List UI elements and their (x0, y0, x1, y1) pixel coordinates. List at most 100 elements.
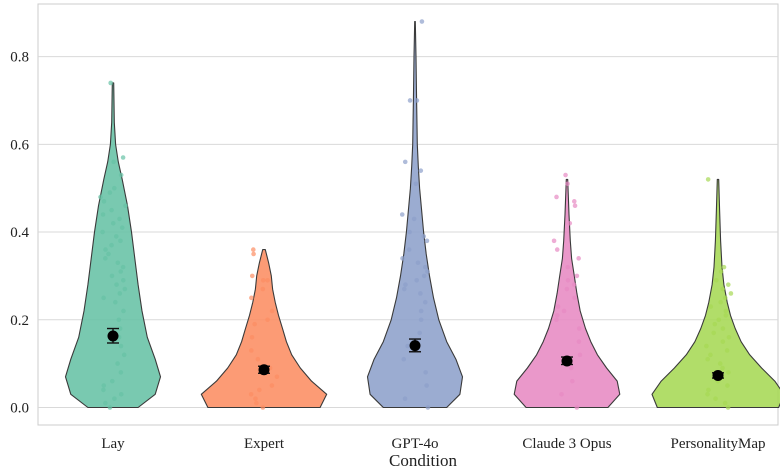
data-point (399, 212, 405, 217)
data-point (117, 326, 123, 331)
data-point (251, 247, 256, 252)
data-point (720, 326, 726, 331)
data-point (269, 308, 275, 314)
x-tick-label: Claude 3 Opus (522, 436, 611, 452)
data-point (725, 405, 731, 410)
data-point (111, 159, 116, 165)
data-point (269, 383, 275, 388)
data-point (720, 339, 726, 344)
data-point (559, 392, 564, 397)
data-point (114, 282, 119, 287)
violin-body (366, 20, 464, 409)
data-point (249, 273, 255, 279)
data-point (260, 286, 266, 292)
data-point (724, 348, 730, 353)
data-point (555, 304, 561, 309)
data-point (401, 356, 407, 362)
mean-marker (258, 364, 270, 376)
data-point (424, 383, 429, 388)
data-point (718, 269, 724, 274)
data-point (121, 308, 126, 314)
data-point (118, 238, 123, 244)
data-point (265, 317, 270, 323)
data-point (413, 181, 419, 187)
data-point (571, 199, 577, 204)
data-point (108, 80, 113, 86)
data-point (123, 203, 128, 209)
data-point (574, 405, 580, 410)
data-point (421, 234, 427, 239)
data-point (402, 396, 408, 401)
data-point (721, 264, 727, 270)
data-point (708, 304, 714, 309)
data-point (713, 396, 718, 401)
data-point (118, 392, 124, 397)
mean-marker (712, 369, 724, 381)
mean-marker (107, 330, 119, 342)
data-point (101, 387, 106, 393)
data-point (120, 264, 126, 270)
data-point (248, 392, 254, 397)
data-point (712, 321, 718, 327)
data-point (726, 334, 732, 340)
data-point (253, 396, 258, 401)
data-point (115, 260, 121, 266)
data-point (121, 352, 127, 358)
data-point (101, 295, 106, 301)
data-point (418, 291, 423, 296)
data-point (576, 256, 581, 261)
data-point (116, 317, 122, 323)
data-point (254, 400, 259, 406)
violin-body (200, 249, 328, 409)
data-point (112, 396, 117, 401)
violin-body (513, 178, 621, 409)
data-point (101, 383, 107, 388)
data-point (120, 277, 126, 283)
data-point (717, 361, 723, 366)
data-point (407, 98, 413, 103)
data-point (109, 273, 115, 279)
data-point (567, 220, 573, 226)
data-point (704, 343, 709, 349)
data-point (576, 339, 582, 344)
data-point (103, 400, 108, 406)
data-point (106, 251, 111, 257)
data-point (118, 269, 124, 274)
data-point (414, 98, 420, 103)
data-point (405, 343, 410, 349)
data-point (576, 326, 582, 331)
data-point (109, 207, 114, 213)
data-point (711, 330, 716, 336)
data-point (720, 365, 725, 371)
data-point (107, 405, 113, 410)
x-tick-label: GPT-4o (392, 436, 439, 452)
data-point (726, 370, 731, 375)
data-point (577, 352, 583, 358)
violin-body (651, 178, 780, 409)
data-point (109, 242, 114, 248)
data-point (418, 317, 424, 323)
data-point (723, 308, 729, 314)
data-point (249, 295, 254, 301)
data-point (572, 295, 577, 301)
data-point (554, 194, 559, 200)
data-point (418, 168, 424, 173)
data-point (722, 400, 728, 406)
data-point (716, 317, 722, 323)
data-point (418, 308, 424, 314)
y-axis-ticks: 0.0 0.2 0.4 0.6 0.8 (10, 50, 29, 417)
data-point (101, 199, 107, 204)
data-point (574, 273, 580, 279)
data-point (251, 251, 256, 257)
x-tick-label: Expert (244, 436, 285, 452)
x-axis-label: Condition (389, 451, 458, 470)
violin-group (651, 177, 780, 410)
data-point (551, 238, 557, 244)
data-point (401, 286, 407, 292)
data-point (705, 177, 711, 182)
data-point (424, 238, 430, 244)
data-point (107, 190, 113, 195)
data-point (417, 330, 422, 336)
violins (64, 19, 780, 410)
data-point (100, 229, 105, 235)
